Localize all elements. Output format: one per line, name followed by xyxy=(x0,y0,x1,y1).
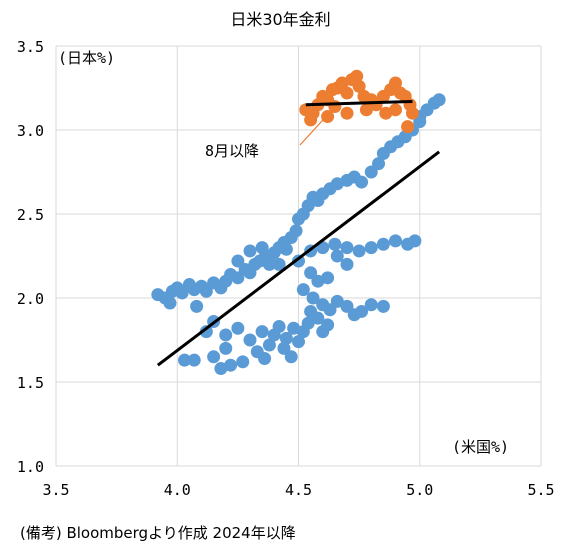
point-before-aug xyxy=(330,249,344,263)
point-before-aug xyxy=(178,353,192,367)
point-before-aug xyxy=(272,257,286,271)
point-from-aug xyxy=(359,103,373,117)
y-tick-label: 3.5 xyxy=(17,38,44,56)
point-before-aug xyxy=(364,165,378,179)
trend-line-from-aug xyxy=(305,99,413,107)
x-axis-label: (米国%) xyxy=(452,438,509,456)
point-before-aug xyxy=(389,234,402,248)
point-before-aug xyxy=(262,249,276,263)
point-before-aug xyxy=(352,244,366,258)
point-before-aug xyxy=(304,266,318,280)
chart-title: 日米30年金利 xyxy=(230,10,331,29)
point-from-aug xyxy=(405,106,419,120)
point-before-aug xyxy=(224,358,238,372)
point-before-aug xyxy=(296,283,310,297)
y-tick-label: 1.0 xyxy=(17,458,44,476)
point-before-aug xyxy=(236,355,250,369)
y-tick-label: 1.5 xyxy=(17,374,44,392)
point-before-aug xyxy=(255,241,269,255)
point-before-aug xyxy=(306,291,320,305)
x-tick-label: 4.0 xyxy=(164,481,191,499)
point-before-aug xyxy=(340,241,354,255)
point-before-aug xyxy=(321,271,335,285)
point-before-aug xyxy=(364,298,378,312)
x-tick-labels: 3.5 4.0 4.5 5.0 5.5 xyxy=(42,481,554,499)
point-before-aug xyxy=(187,353,201,367)
point-from-aug xyxy=(350,69,364,83)
point-before-aug xyxy=(355,175,369,189)
point-before-aug xyxy=(231,254,245,268)
point-before-aug xyxy=(301,316,315,330)
point-before-aug xyxy=(292,335,305,349)
x-tick-label: 4.5 xyxy=(285,481,312,499)
point-before-aug xyxy=(364,241,378,255)
source-note: (備考) Bloombergより作成 2024年以降 xyxy=(20,524,296,542)
point-before-aug xyxy=(376,237,390,251)
point-before-aug xyxy=(323,303,337,317)
y-tick-label: 2.0 xyxy=(17,290,44,308)
x-tick-label: 5.5 xyxy=(527,481,554,499)
point-before-aug xyxy=(255,325,269,339)
y-tick-label: 3.0 xyxy=(17,122,44,140)
point-before-aug xyxy=(175,286,189,300)
point-before-aug xyxy=(163,296,177,310)
point-before-aug xyxy=(289,224,303,238)
point-before-aug xyxy=(330,294,344,308)
point-before-aug xyxy=(328,237,342,251)
trend-lines xyxy=(156,99,441,367)
point-before-aug xyxy=(279,331,293,345)
y-tick-label: 2.5 xyxy=(17,206,44,224)
point-before-aug xyxy=(311,311,325,325)
point-before-aug xyxy=(277,341,291,355)
point-before-aug xyxy=(219,328,233,342)
point-before-aug xyxy=(258,351,272,365)
point-before-aug xyxy=(243,333,257,347)
trend-line-overall xyxy=(156,150,441,367)
point-before-aug xyxy=(279,242,293,256)
y-tick-labels: 1.0 1.5 2.0 2.5 3.0 3.5 xyxy=(17,38,44,476)
point-from-aug xyxy=(340,106,354,120)
annotation-leader-line xyxy=(299,114,329,146)
point-before-aug xyxy=(372,157,386,171)
point-before-aug xyxy=(190,299,204,313)
point-from-aug xyxy=(389,103,402,117)
point-before-aug xyxy=(199,284,213,298)
point-before-aug xyxy=(219,341,233,355)
point-before-aug xyxy=(243,244,257,258)
point-from-aug xyxy=(389,76,402,90)
point-before-aug xyxy=(272,320,286,334)
point-from-aug xyxy=(304,113,318,127)
annotation-label: 8月以降 xyxy=(205,142,259,160)
point-before-aug xyxy=(340,257,354,271)
y-axis-label: (日本%) xyxy=(58,49,115,67)
x-tick-label: 5.0 xyxy=(406,481,433,499)
point-from-aug xyxy=(321,110,335,124)
point-before-aug xyxy=(355,304,369,318)
point-before-aug xyxy=(321,318,335,332)
point-before-aug xyxy=(262,338,276,352)
point-before-aug xyxy=(231,271,245,285)
point-from-aug xyxy=(401,120,415,134)
point-before-aug xyxy=(284,350,298,364)
point-before-aug xyxy=(199,325,213,339)
point-before-aug xyxy=(432,93,446,107)
point-before-aug xyxy=(231,321,245,335)
point-from-aug xyxy=(352,79,366,93)
point-before-aug xyxy=(376,299,390,313)
x-tick-label: 3.5 xyxy=(42,481,69,499)
point-before-aug xyxy=(408,234,422,248)
point-before-aug xyxy=(340,299,354,313)
point-from-aug xyxy=(340,86,354,100)
point-before-aug xyxy=(207,350,221,364)
